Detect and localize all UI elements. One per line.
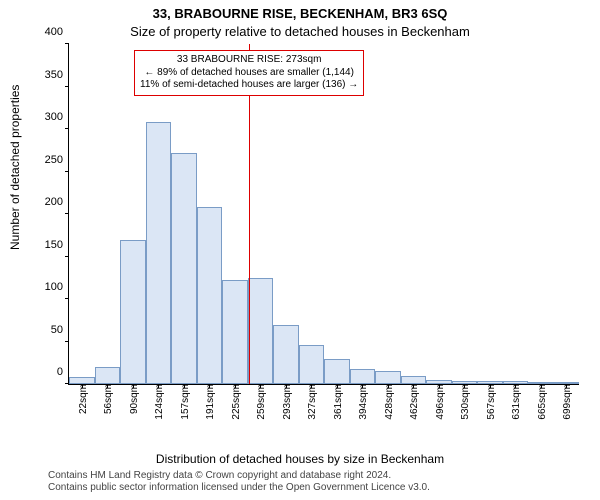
- x-tick-mark: [541, 384, 542, 388]
- x-tick-mark: [158, 384, 159, 388]
- x-tick-mark: [107, 384, 108, 388]
- y-tick-label: 100: [45, 281, 69, 293]
- y-tick-label: 250: [45, 154, 69, 166]
- x-tick-label: 361sqm: [333, 384, 344, 420]
- x-tick-mark: [209, 384, 210, 388]
- y-tick-mark: [65, 171, 69, 172]
- y-tick-mark: [65, 43, 69, 44]
- x-tick-mark: [133, 384, 134, 388]
- x-tick-label: 327sqm: [307, 384, 318, 420]
- x-tick-label: 124sqm: [154, 384, 165, 420]
- histogram-bar: [69, 377, 95, 384]
- histogram-bar: [248, 278, 274, 384]
- x-tick-label: 225sqm: [231, 384, 242, 420]
- y-tick-mark: [65, 128, 69, 129]
- x-tick-mark: [82, 384, 83, 388]
- x-tick-mark: [566, 384, 567, 388]
- credit-text: Contains HM Land Registry data © Crown c…: [48, 470, 430, 494]
- histogram-bar: [299, 345, 325, 384]
- x-tick-label: 567sqm: [486, 384, 497, 420]
- histogram-bar: [146, 122, 172, 384]
- x-tick-label: 293sqm: [282, 384, 293, 420]
- y-axis-label: Number of detached properties: [8, 85, 22, 250]
- x-tick-mark: [311, 384, 312, 388]
- callout-line-1: 33 BRABOURNE RISE: 273sqm: [140, 54, 358, 67]
- y-tick-mark: [65, 298, 69, 299]
- histogram-bar: [324, 359, 350, 385]
- x-tick-mark: [464, 384, 465, 388]
- y-tick-label: 200: [45, 196, 69, 208]
- x-tick-label: 22sqm: [78, 384, 89, 414]
- y-tick-mark: [65, 383, 69, 384]
- x-tick-label: 496sqm: [435, 384, 446, 420]
- x-tick-label: 699sqm: [562, 384, 573, 420]
- chart-title-address: 33, BRABOURNE RISE, BECKENHAM, BR3 6SQ: [0, 6, 600, 21]
- x-tick-mark: [439, 384, 440, 388]
- y-tick-mark: [65, 213, 69, 214]
- x-tick-label: 394sqm: [358, 384, 369, 420]
- x-axis-label: Distribution of detached houses by size …: [0, 452, 600, 466]
- x-tick-label: 56sqm: [103, 384, 114, 414]
- y-tick-label: 50: [51, 324, 69, 336]
- x-tick-label: 191sqm: [205, 384, 216, 420]
- x-tick-mark: [286, 384, 287, 388]
- chart-subtitle: Size of property relative to detached ho…: [0, 24, 600, 39]
- x-tick-label: 259sqm: [256, 384, 267, 420]
- y-tick-mark: [65, 86, 69, 87]
- histogram-bar: [222, 280, 248, 384]
- x-tick-label: 462sqm: [409, 384, 420, 420]
- x-tick-label: 157sqm: [180, 384, 191, 420]
- histogram-bar: [401, 376, 427, 385]
- x-tick-mark: [184, 384, 185, 388]
- x-tick-mark: [413, 384, 414, 388]
- histogram-bar: [273, 325, 299, 385]
- plot-area: 33 BRABOURNE RISE: 273sqm ← 89% of detac…: [68, 44, 579, 385]
- y-tick-label: 150: [45, 239, 69, 251]
- histogram-bar: [375, 371, 401, 384]
- credit-line-2: Contains public sector information licen…: [48, 482, 430, 494]
- y-tick-label: 0: [57, 366, 69, 378]
- callout-line-2: ← 89% of detached houses are smaller (1,…: [140, 67, 358, 80]
- callout-line-3: 11% of semi-detached houses are larger (…: [140, 79, 358, 92]
- x-tick-mark: [337, 384, 338, 388]
- histogram-bar: [95, 367, 121, 384]
- y-tick-label: 400: [45, 26, 69, 38]
- credit-line-1: Contains HM Land Registry data © Crown c…: [48, 470, 430, 482]
- x-tick-label: 631sqm: [511, 384, 522, 420]
- x-tick-mark: [362, 384, 363, 388]
- reference-callout: 33 BRABOURNE RISE: 273sqm ← 89% of detac…: [134, 50, 364, 96]
- histogram-bar: [350, 369, 376, 384]
- x-tick-mark: [260, 384, 261, 388]
- x-tick-label: 90sqm: [129, 384, 140, 414]
- x-tick-label: 665sqm: [537, 384, 548, 420]
- x-tick-mark: [515, 384, 516, 388]
- x-tick-label: 428sqm: [384, 384, 395, 420]
- histogram-bar: [171, 153, 197, 384]
- y-tick-mark: [65, 256, 69, 257]
- histogram-bar: [197, 207, 223, 384]
- x-tick-mark: [490, 384, 491, 388]
- x-tick-mark: [235, 384, 236, 388]
- y-tick-label: 350: [45, 69, 69, 81]
- x-tick-label: 530sqm: [460, 384, 471, 420]
- y-tick-label: 300: [45, 111, 69, 123]
- histogram-bar: [120, 240, 146, 385]
- x-tick-mark: [388, 384, 389, 388]
- y-tick-mark: [65, 341, 69, 342]
- chart-container: 33, BRABOURNE RISE, BECKENHAM, BR3 6SQ S…: [0, 0, 600, 500]
